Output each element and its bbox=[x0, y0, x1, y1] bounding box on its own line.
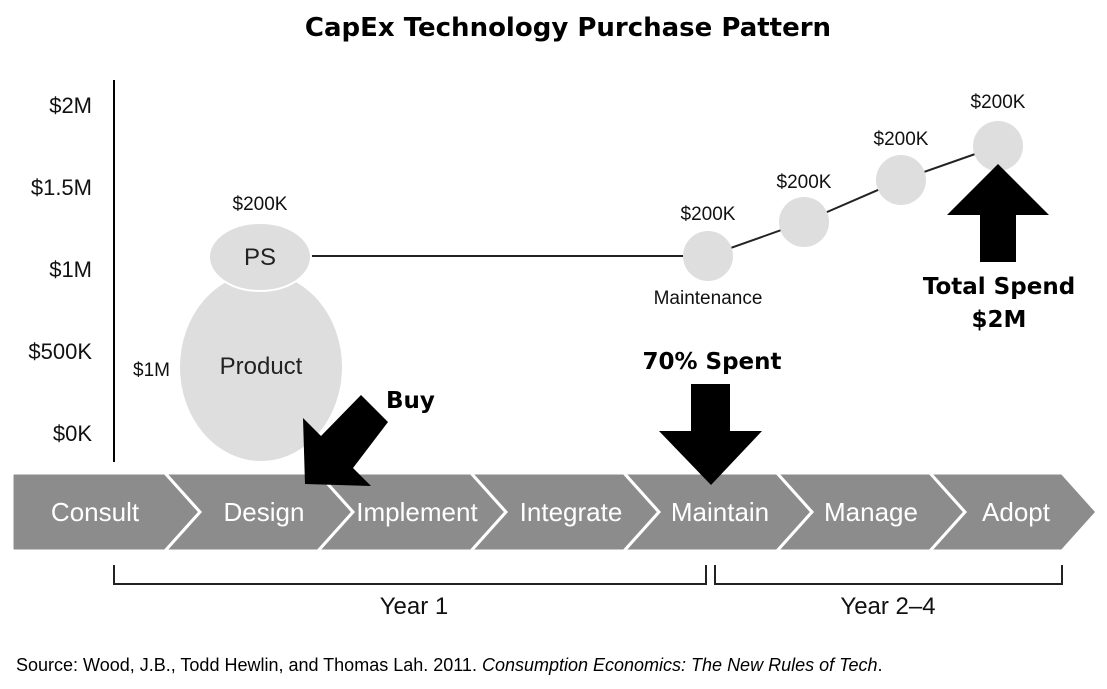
source-book-title: Consumption Economics: The New Rules of … bbox=[481, 655, 878, 675]
y-tick-0k: $0K bbox=[53, 421, 92, 446]
maintenance-label: Maintenance bbox=[654, 288, 763, 309]
total-spend-arrow-icon bbox=[947, 164, 1049, 262]
product-label: Product bbox=[220, 353, 303, 380]
y-tick-1-5m: $1.5M bbox=[31, 175, 92, 200]
maintenance-value-label-3: $200K bbox=[874, 129, 929, 150]
maintenance-value-label-1: $200K bbox=[681, 204, 736, 225]
y-tick-2m: $2M bbox=[49, 93, 92, 118]
buy-label: Buy bbox=[386, 388, 435, 414]
maintenance-bubble-2 bbox=[779, 197, 829, 247]
phase-bar: Consult Design Implement Integrate Maint… bbox=[10, 471, 1100, 553]
ps-label: PS bbox=[244, 244, 276, 271]
maintenance-bubble-4 bbox=[973, 121, 1023, 171]
product-bubble bbox=[180, 273, 342, 461]
buy-arrow-icon bbox=[303, 395, 388, 486]
phase-label-adopt: Adopt bbox=[982, 497, 1051, 527]
ps-value-label: $200K bbox=[233, 194, 288, 215]
phase-label-integrate: Integrate bbox=[520, 497, 623, 527]
year-2-4-label: Year 2–4 bbox=[840, 593, 935, 620]
total-spend-value: $2M bbox=[972, 307, 1027, 333]
phase-label-maintain: Maintain bbox=[671, 497, 769, 527]
phase-label-manage: Manage bbox=[824, 497, 918, 527]
year-1-bracket bbox=[113, 565, 707, 585]
phase-label-implement: Implement bbox=[356, 497, 478, 527]
phase-label-design: Design bbox=[224, 497, 305, 527]
year-2-4-bracket bbox=[714, 565, 1063, 585]
phase-chevron-adopt bbox=[926, 471, 1100, 553]
year-1-label: Year 1 bbox=[380, 593, 449, 620]
maintenance-value-label-2: $200K bbox=[777, 172, 832, 193]
maintenance-trend-line bbox=[707, 145, 999, 257]
spent-arrow-icon bbox=[659, 384, 762, 485]
maintenance-value-label-4: $200K bbox=[971, 92, 1026, 113]
spent-70-label: 70% Spent bbox=[642, 349, 781, 375]
y-tick-1m: $1M bbox=[49, 257, 92, 282]
maintenance-bubble-3 bbox=[876, 155, 926, 205]
product-value-label: $1M bbox=[133, 360, 170, 381]
source-citation: Source: Wood, J.B., Todd Hewlin, and Tho… bbox=[16, 655, 883, 676]
source-prefix: Source: Wood, J.B., Todd Hewlin, and Tho… bbox=[16, 655, 482, 675]
phase-label-consult: Consult bbox=[51, 497, 140, 527]
maintenance-bubble-1 bbox=[683, 231, 733, 281]
total-spend-label: Total Spend bbox=[923, 274, 1075, 300]
source-suffix: . bbox=[877, 655, 883, 675]
diagram-title: CapEx Technology Purchase Pattern bbox=[305, 13, 831, 43]
ps-bubble bbox=[208, 222, 312, 292]
y-tick-500k: $500K bbox=[28, 339, 92, 364]
